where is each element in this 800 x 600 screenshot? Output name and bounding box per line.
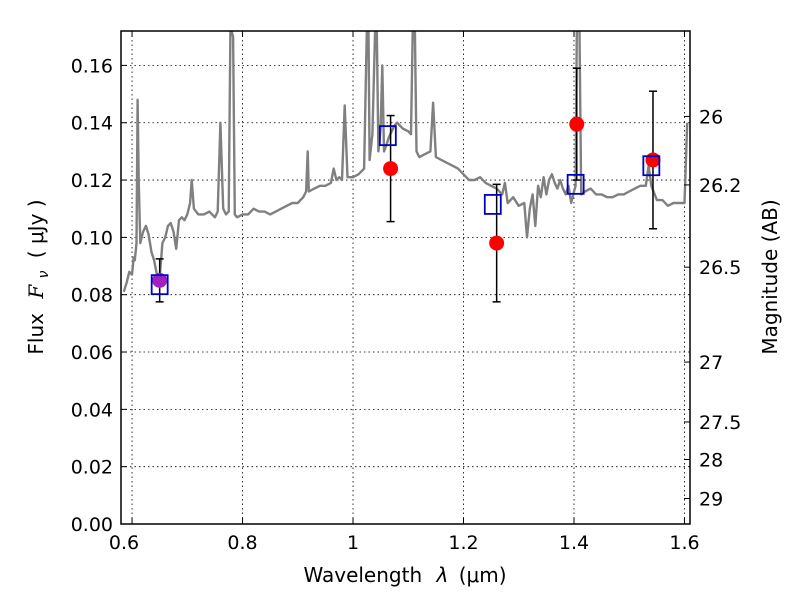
y-tick-label: 0.02 [71, 457, 113, 479]
y-tick-label: 0.12 [71, 170, 113, 192]
x-axis-label-symbol: λ [436, 563, 449, 587]
y-tick-label: 0.14 [71, 113, 113, 135]
y-axis-label: Flux F ν ( μJy ) [24, 199, 53, 354]
spectrum-line [122, 31, 689, 293]
model-flux-point [150, 274, 169, 296]
x-tick-label: 1.6 [669, 532, 699, 554]
observed-flux-point [645, 152, 661, 168]
y2-tick-label: 27.5 [699, 412, 741, 434]
x-tick-label: 1 [347, 532, 359, 554]
y-axis-label-subscript: ν [36, 270, 52, 278]
x-axis-label-unit: (μm) [459, 563, 507, 587]
x-tick-label: 0.8 [227, 532, 257, 554]
y2-tick-label: 26 [699, 106, 723, 128]
model-flux-point [378, 125, 397, 147]
grid-lines [121, 31, 690, 524]
y-tick-label: 0.04 [71, 399, 113, 421]
y2-tick-label: 27 [699, 352, 723, 374]
observed-flux-point [383, 161, 399, 177]
model-flux-point [566, 173, 585, 195]
observed-flux-point [152, 272, 168, 288]
y2-tick-label: 26.2 [699, 175, 741, 197]
y-axis-label-symbol: F [24, 284, 48, 300]
x-axis-label-main: Wavelength [303, 563, 422, 587]
y2-tick-label: 28 [699, 450, 723, 472]
tick-layer: 0.8 1 1.2 1.4 1.6 0.60.00 0.02 0.04 0.06 0.08 0.10… [71, 31, 741, 554]
x-tick-label: 0.6 [109, 532, 139, 554]
series-layer [122, 31, 689, 303]
x-tick-label: 1.2 [448, 532, 478, 554]
y2-axis-label: Magnitude (AB) [758, 199, 782, 354]
observed-flux-point [489, 235, 505, 251]
model-flux-point [483, 194, 502, 215]
y-tick-label: 0.00 [71, 514, 113, 536]
observed-flux-point [569, 116, 585, 132]
x-axis-label: Wavelength λ (μm) [303, 563, 506, 587]
y-tick-label: 0.16 [71, 55, 113, 77]
y-tick-label: 0.08 [71, 285, 113, 307]
y2-tick-label: 26.5 [699, 257, 741, 279]
plot-frame [120, 30, 691, 525]
y-axis-label-main: Flux [24, 313, 48, 355]
y-tick-label: 0.06 [71, 342, 113, 364]
x-tick-label: 1.4 [559, 532, 589, 554]
y2-tick-label: 29 [699, 488, 723, 510]
y-axis-label-unit: ( μJy ) [24, 199, 48, 258]
y-tick-label: 0.10 [71, 227, 113, 249]
model-flux-point [642, 155, 661, 177]
